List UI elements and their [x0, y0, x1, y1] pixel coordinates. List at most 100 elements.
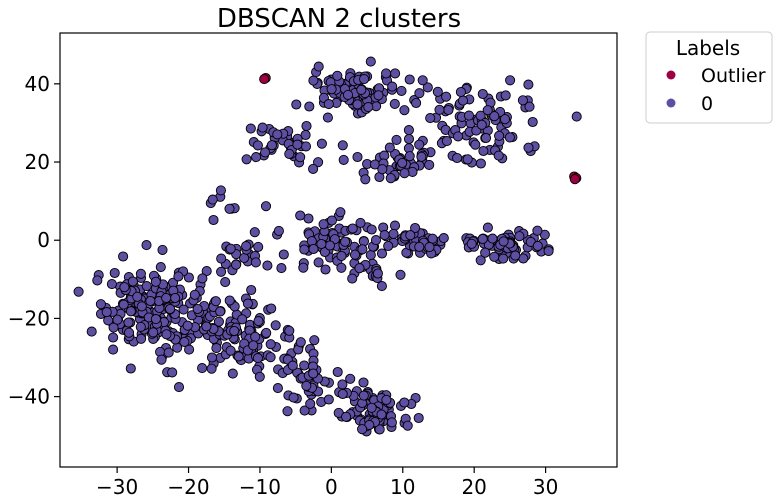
data-point-cluster-0: [248, 340, 259, 351]
data-point-cluster-0: [493, 150, 504, 161]
data-point-cluster-0: [480, 132, 492, 144]
data-point-cluster-0: [337, 379, 348, 390]
data-point-cluster-0: [155, 262, 166, 273]
data-point-cluster-0: [118, 299, 129, 310]
data-point-cluster-0: [532, 240, 543, 252]
data-point-cluster-0: [410, 222, 421, 234]
data-point-cluster-0: [150, 314, 161, 325]
data-point-cluster-0: [287, 360, 298, 371]
data-point-cluster-0: [136, 333, 147, 344]
data-point-cluster-0: [245, 123, 256, 134]
data-point-cluster-0: [206, 352, 218, 363]
data-point-cluster-0: [229, 325, 240, 337]
data-point-cluster-0: [427, 233, 438, 244]
data-point-cluster-0: [403, 133, 415, 145]
data-point-cluster-0: [477, 233, 488, 245]
data-point-cluster-0: [108, 344, 119, 355]
data-point-cluster-0: [414, 88, 425, 99]
data-point-cluster-0: [347, 223, 358, 234]
data-point-cluster-0: [161, 292, 172, 304]
data-point-cluster-0: [443, 104, 454, 116]
data-point-cluster-0: [299, 405, 310, 416]
data-point-cluster-0: [323, 99, 334, 110]
data-point-cluster-0: [391, 134, 402, 145]
data-point-cluster-0: [125, 363, 136, 374]
data-point-cluster-0: [340, 236, 351, 247]
data-point-cluster-0: [357, 424, 368, 435]
data-point-cluster-0: [482, 105, 493, 116]
data-point-cluster-0: [489, 111, 500, 122]
data-point-cluster-0: [272, 129, 283, 140]
data-point-cluster-0: [356, 84, 367, 95]
data-point-cluster-0: [156, 354, 167, 365]
data-point-cluster-0: [358, 390, 369, 401]
data-point-cluster-0: [390, 68, 401, 79]
data-point-cluster-0: [308, 75, 319, 86]
data-point-cluster-0: [372, 268, 383, 279]
data-point-cluster-0: [504, 132, 515, 143]
data-point-cluster-0: [135, 321, 146, 332]
data-point-cluster-0: [352, 99, 363, 110]
data-point-cluster-0: [389, 220, 401, 231]
data-point-cluster-0: [337, 388, 348, 400]
legend-title: Labels: [676, 36, 740, 60]
data-point-cluster-0: [381, 68, 392, 79]
data-point-cluster-0: [523, 142, 534, 153]
data-point-cluster-0: [399, 168, 410, 179]
data-point-cluster-0: [476, 119, 487, 130]
data-point-cluster-0: [399, 105, 410, 116]
data-point-cluster-0: [132, 291, 143, 302]
data-point-cluster-0: [246, 284, 257, 296]
data-point-cluster-0: [487, 233, 498, 244]
data-point-cluster-0: [109, 267, 120, 279]
data-point-cluster-0: [470, 139, 481, 150]
data-point-cluster-0: [455, 86, 466, 98]
data-point-cluster-0: [136, 301, 147, 312]
data-point-cluster-0: [336, 262, 347, 273]
data-point-cluster-0: [233, 351, 244, 362]
data-point-cluster-0: [305, 398, 316, 409]
data-point-cluster-0: [135, 268, 146, 279]
data-point-cluster-0: [118, 251, 129, 262]
x-tick-label: −10: [239, 475, 281, 499]
data-point-cluster-0: [441, 91, 452, 102]
data-point-cluster-0: [253, 316, 264, 327]
data-point-cluster-0: [257, 122, 268, 133]
data-point-cluster-0: [571, 111, 582, 122]
data-point-cluster-0: [354, 263, 365, 274]
data-point-cluster-0: [499, 114, 511, 125]
data-point-cluster-0: [517, 95, 528, 106]
data-point-cluster-0: [514, 231, 525, 242]
data-point-cluster-0: [170, 292, 181, 304]
data-point-cluster-0: [482, 222, 493, 233]
data-point-cluster-0: [141, 281, 152, 292]
data-point-cluster-0: [173, 271, 184, 282]
data-point-cluster-0: [466, 238, 477, 249]
data-point-cluster-0: [308, 368, 319, 379]
data-point-cluster-0: [225, 345, 236, 356]
data-point-cluster-0: [304, 101, 315, 112]
data-point-cluster-0: [173, 382, 185, 393]
data-point-cluster-0: [387, 81, 398, 92]
data-point-cluster-0: [527, 116, 538, 128]
data-point-cluster-0: [384, 142, 395, 153]
data-point-cluster-0: [338, 154, 349, 165]
data-point-cluster-0: [425, 113, 436, 124]
data-point-cluster-0: [386, 417, 397, 428]
data-point-cluster-0: [326, 215, 337, 226]
data-point-cluster-0: [301, 120, 312, 132]
data-point-cluster-0: [475, 158, 486, 169]
data-point-cluster-0: [292, 139, 303, 150]
data-point-cluster-0: [295, 210, 306, 221]
data-point-cluster-0: [441, 136, 452, 147]
legend-label-cluster-0: 0: [701, 93, 713, 115]
data-point-cluster-0: [313, 157, 324, 168]
data-point-cluster-0: [376, 248, 388, 259]
data-point-cluster-0: [335, 207, 346, 218]
data-point-cluster-0: [252, 140, 263, 151]
data-point-cluster-0: [313, 257, 324, 268]
data-point-cluster-0: [402, 420, 413, 431]
data-point-cluster-0: [252, 353, 263, 364]
data-point-cluster-0: [373, 90, 384, 101]
data-point-cluster-0: [260, 201, 272, 212]
